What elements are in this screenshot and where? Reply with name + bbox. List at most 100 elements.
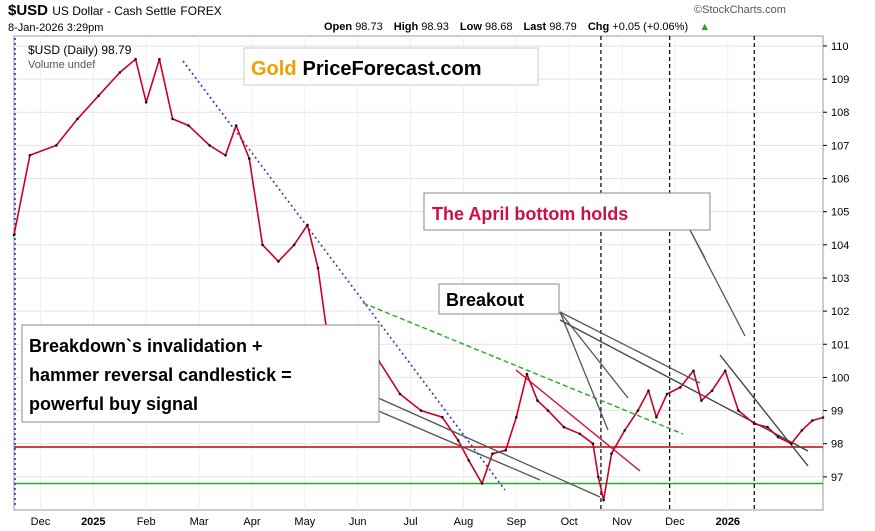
breakout-text: Breakout bbox=[446, 290, 524, 310]
price-point bbox=[171, 117, 174, 121]
x-tick-label: Apr bbox=[243, 516, 260, 528]
x-tick-label: May bbox=[294, 516, 315, 528]
chg-label: Chg bbox=[587, 21, 610, 33]
price-point bbox=[208, 144, 211, 147]
price-point bbox=[12, 233, 16, 237]
x-tick-label: Jun bbox=[349, 516, 367, 528]
price-point bbox=[467, 459, 471, 462]
price-point bbox=[665, 392, 669, 396]
price-point bbox=[515, 415, 518, 419]
price-point bbox=[248, 157, 251, 160]
x-tick-label: Dec bbox=[665, 516, 685, 528]
price-point bbox=[546, 409, 550, 412]
x-tick-label: Nov bbox=[612, 516, 632, 528]
price-point bbox=[692, 369, 695, 373]
x-tick-label: Dec bbox=[31, 516, 51, 528]
breakout-box bbox=[438, 283, 560, 315]
y-tick-label: 108 bbox=[831, 107, 849, 119]
buy-signal-box bbox=[21, 324, 380, 423]
high-label: High bbox=[393, 21, 419, 33]
price-point bbox=[655, 415, 658, 419]
x-tick-label: 2026 bbox=[716, 516, 740, 528]
price-point bbox=[316, 266, 320, 270]
y-tick-label: 107 bbox=[831, 140, 849, 152]
price-point bbox=[647, 389, 650, 393]
y-tick-label: 98 bbox=[831, 439, 843, 451]
april-box bbox=[423, 192, 711, 231]
price-point bbox=[723, 369, 727, 373]
stockcharts-logo: ©StockCharts.com bbox=[694, 4, 786, 16]
downtrend-line bbox=[182, 60, 506, 491]
x-axis: Dec 2025 Feb Mar Apr May Jun Jul Aug Sep Oct Nov Dec… bbox=[31, 516, 740, 528]
trend-lines bbox=[14, 38, 809, 508]
price-point bbox=[306, 223, 309, 227]
watermark-text: Gold PriceForecast.com bbox=[251, 58, 482, 80]
x-tick-label: Jul bbox=[404, 516, 418, 528]
price-point bbox=[261, 243, 264, 247]
price-point bbox=[76, 117, 79, 121]
watermark-box bbox=[243, 47, 539, 86]
price-point bbox=[158, 57, 161, 61]
red-wedge-line bbox=[515, 369, 641, 472]
price-point bbox=[292, 243, 296, 247]
y-tick-label: 99 bbox=[831, 406, 843, 418]
price-point bbox=[591, 442, 595, 446]
buy-signal-line-1: Breakdown`s invalidation + bbox=[29, 336, 263, 356]
series bbox=[12, 57, 825, 502]
high-value: 98.93 bbox=[421, 21, 449, 33]
price-point bbox=[144, 101, 148, 104]
price-point bbox=[419, 409, 423, 412]
price-point bbox=[441, 415, 444, 419]
low-label: Low bbox=[459, 21, 482, 33]
x-tick-label: Aug bbox=[454, 516, 474, 528]
y-axis: 97 98 99 100 101 102 103 104 105 106 107 108 109 110 bbox=[823, 41, 849, 484]
x-tick-label: Feb bbox=[137, 516, 156, 528]
price-point bbox=[187, 124, 190, 127]
resistance-line-1 bbox=[559, 319, 809, 452]
y-tick-label: 101 bbox=[831, 339, 849, 351]
price-point bbox=[525, 372, 529, 376]
price-point bbox=[55, 144, 58, 147]
price-point bbox=[456, 439, 460, 442]
symbol: $USD bbox=[8, 2, 49, 19]
price-point bbox=[610, 452, 613, 456]
price-point bbox=[134, 57, 137, 61]
price-point bbox=[766, 425, 769, 429]
y-tick-label: 100 bbox=[831, 372, 849, 384]
y-tick-label: 102 bbox=[831, 306, 849, 318]
x-tick-label: Sep bbox=[507, 516, 527, 528]
price-point bbox=[97, 94, 100, 97]
price-point bbox=[277, 260, 280, 263]
exchange: FOREX bbox=[180, 4, 222, 18]
y-tick-label: 97 bbox=[831, 472, 843, 484]
legend-series: $USD (Daily) 98.79 bbox=[28, 43, 132, 57]
reference-lines bbox=[14, 36, 823, 510]
price-point bbox=[224, 154, 227, 157]
buy-signal-pointer-2 bbox=[375, 409, 541, 481]
legend: $USD (Daily) 98.79 Volume undef bbox=[28, 43, 132, 71]
open-label: Open bbox=[324, 21, 353, 33]
open-value: 98.73 bbox=[355, 21, 383, 33]
green-trend-line bbox=[362, 302, 684, 435]
april-pointer-2 bbox=[689, 229, 706, 259]
price-point bbox=[710, 389, 714, 393]
callouts: The April bottom holds Breakout Breakdow… bbox=[21, 47, 746, 498]
price-point bbox=[118, 71, 122, 74]
buy-signal-line-2: hammer reversal candlestick = bbox=[29, 365, 292, 385]
price-point bbox=[737, 409, 740, 412]
y-tick-label: 110 bbox=[831, 41, 849, 53]
y-tick-label: 105 bbox=[831, 207, 849, 219]
watermark-rest: PriceForecast.com bbox=[303, 58, 482, 80]
price-point bbox=[790, 442, 793, 446]
last-label: Last bbox=[523, 21, 547, 33]
breakout-pointer-1 bbox=[559, 311, 609, 431]
price-point bbox=[811, 419, 814, 422]
april-text: The April bottom holds bbox=[432, 204, 628, 224]
chg-value: +0.05 (+0.06%) bbox=[612, 21, 689, 33]
y-tick-label: 109 bbox=[831, 74, 849, 86]
price-point bbox=[234, 124, 238, 127]
plot-area bbox=[13, 35, 824, 511]
x-tick-label: Oct bbox=[561, 516, 578, 528]
price-point bbox=[398, 392, 402, 396]
